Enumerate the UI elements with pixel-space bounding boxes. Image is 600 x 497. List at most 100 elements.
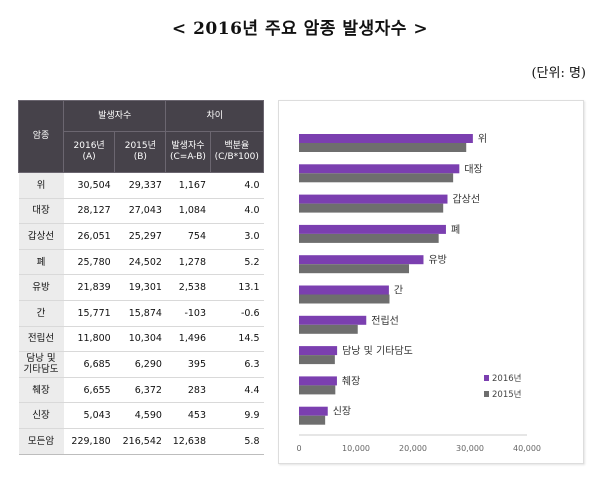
cell-percent: 5.8 bbox=[210, 428, 264, 455]
bar-2016 bbox=[299, 406, 328, 416]
cell-2016: 15,771 bbox=[63, 300, 115, 327]
bar-chart: 위 대장 갑상선 폐 유방 간 전립선 담낭 및 기타담도 췌장 신장 0 10,000 20,000 3… bbox=[278, 100, 584, 464]
cell-percent: 6.3 bbox=[210, 351, 264, 378]
bar-2016 bbox=[299, 224, 446, 234]
x-tick-label: 40,000 bbox=[513, 444, 541, 453]
table-row: 신장 5,043 4,590 453 9.9 bbox=[18, 402, 264, 429]
cell-diff: 754 bbox=[165, 223, 210, 250]
bar-2015 bbox=[299, 203, 444, 213]
page-title: < 2016년 주요 암종 발생자수 > bbox=[171, 19, 429, 39]
table-row: 유방 21,839 19,301 2,538 13.1 bbox=[18, 274, 264, 301]
category-label: 전립선 bbox=[371, 314, 399, 327]
cell-cancer-name: 전립선 bbox=[18, 326, 64, 353]
cell-2016: 30,504 bbox=[63, 172, 115, 199]
cell-2015: 10,304 bbox=[114, 326, 166, 353]
bar-2016 bbox=[299, 194, 448, 204]
header-diff-percent: 백분율 (C/B*100) bbox=[209, 131, 264, 173]
cell-2015: 4,590 bbox=[114, 402, 166, 429]
cell-cancer-name: 유방 bbox=[18, 274, 64, 301]
cell-2015: 216,542 bbox=[114, 428, 166, 455]
cell-diff: 283 bbox=[165, 377, 210, 404]
table-row: 갑상선 26,051 25,297 754 3.0 bbox=[18, 223, 264, 250]
category-label: 갑상선 bbox=[452, 194, 480, 206]
cell-2016: 6,655 bbox=[63, 377, 115, 404]
header-2015: 2015년 (B) bbox=[114, 131, 167, 173]
header-cancer-type: 암종 bbox=[18, 100, 64, 173]
category-label: 폐 bbox=[451, 224, 460, 236]
cell-diff: 1,167 bbox=[165, 172, 210, 199]
cell-diff: 2,538 bbox=[165, 274, 210, 301]
bar-2015 bbox=[299, 385, 336, 395]
legend-label: 2015년 bbox=[492, 389, 521, 400]
category-label: 담낭 및 기타담도 bbox=[342, 345, 413, 357]
category-label: 위 bbox=[478, 132, 487, 145]
x-tick-label: 0 bbox=[296, 444, 301, 453]
cell-2016: 28,127 bbox=[63, 198, 115, 225]
cell-2015: 29,337 bbox=[114, 172, 166, 199]
cell-2016: 26,051 bbox=[63, 223, 115, 250]
cell-diff: -103 bbox=[165, 300, 210, 327]
bar-2015 bbox=[299, 294, 390, 304]
x-tick-label: 20,000 bbox=[399, 444, 427, 453]
cell-2016: 25,780 bbox=[63, 249, 115, 276]
cell-diff: 1,496 bbox=[165, 326, 210, 353]
cell-2015: 6,290 bbox=[114, 351, 166, 378]
category-label: 유방 bbox=[428, 254, 446, 266]
cell-percent: 13.1 bbox=[210, 274, 264, 301]
category-label: 췌장 bbox=[342, 375, 360, 387]
cell-2016: 229,180 bbox=[63, 428, 115, 455]
cell-2015: 15,874 bbox=[114, 300, 166, 327]
cell-2015: 25,297 bbox=[114, 223, 166, 250]
cell-cancer-name: 신장 bbox=[18, 402, 64, 429]
cell-cancer-name: 폐 bbox=[18, 249, 64, 276]
cell-2016: 21,839 bbox=[63, 274, 115, 301]
table-row: 대장 28,127 27,043 1,084 4.0 bbox=[18, 198, 264, 225]
legend-label: 2016년 bbox=[492, 373, 521, 384]
cell-2015: 6,372 bbox=[114, 377, 166, 404]
header-occurrence: 발생자수 bbox=[62, 100, 167, 132]
legend-swatch bbox=[484, 375, 489, 381]
bar-2016 bbox=[299, 346, 338, 356]
table-row: 전립선 11,800 10,304 1,496 14.5 bbox=[18, 326, 264, 353]
header-diff-count: 발생자수 (C=A-B) bbox=[165, 131, 211, 173]
legend-swatch bbox=[484, 391, 489, 397]
cell-2015: 19,301 bbox=[114, 274, 166, 301]
cell-percent: 9.9 bbox=[210, 402, 264, 429]
header-2016: 2016년 (A) bbox=[62, 131, 116, 173]
cell-percent: 14.5 bbox=[210, 326, 264, 353]
cell-diff: 453 bbox=[165, 402, 210, 429]
table-row: 췌장 6,655 6,372 283 4.4 bbox=[18, 377, 264, 404]
bar-2016 bbox=[299, 134, 473, 143]
bar-2015 bbox=[299, 415, 326, 425]
cell-cancer-name: 간 bbox=[18, 300, 64, 327]
bar-2016 bbox=[299, 315, 367, 325]
cell-diff: 395 bbox=[165, 351, 210, 378]
cell-diff: 1,278 bbox=[165, 249, 210, 276]
cell-2016: 11,800 bbox=[63, 326, 115, 353]
cell-cancer-name: 담낭 및 기타담도 bbox=[18, 351, 64, 378]
x-tick-label: 30,000 bbox=[456, 444, 484, 453]
cell-percent: 5.2 bbox=[210, 249, 264, 276]
bar-2016 bbox=[299, 255, 424, 265]
bar-2016 bbox=[299, 376, 337, 386]
bar-2015 bbox=[299, 264, 410, 274]
cell-2015: 24,502 bbox=[114, 249, 166, 276]
cancer-table: 암종 발생자수 차이 2016년 (A) 2015년 (B) 발생자수 (C=A-B)… bbox=[18, 100, 264, 455]
category-label: 간 bbox=[394, 285, 403, 297]
cell-cancer-name: 췌장 bbox=[18, 377, 64, 404]
cell-2016: 6,685 bbox=[63, 351, 115, 378]
x-tick-label: 10,000 bbox=[342, 444, 370, 453]
bar-2016 bbox=[299, 164, 460, 174]
bar-2015 bbox=[299, 324, 358, 334]
cell-percent: -0.6 bbox=[210, 300, 264, 327]
table-row: 위 30,504 29,337 1,167 4.0 bbox=[18, 172, 264, 199]
table-row: 모든암 229,180 216,542 12,638 5.8 bbox=[18, 428, 264, 455]
table-row: 폐 25,780 24,502 1,278 5.2 bbox=[18, 249, 264, 276]
cell-diff: 12,638 bbox=[165, 428, 210, 455]
bar-2015 bbox=[299, 233, 439, 243]
cell-percent: 4.4 bbox=[210, 377, 264, 404]
category-label: 신장 bbox=[333, 406, 351, 418]
cell-2015: 27,043 bbox=[114, 198, 166, 225]
table-row: 담낭 및 기타담도 6,685 6,290 395 6.3 bbox=[18, 351, 264, 378]
